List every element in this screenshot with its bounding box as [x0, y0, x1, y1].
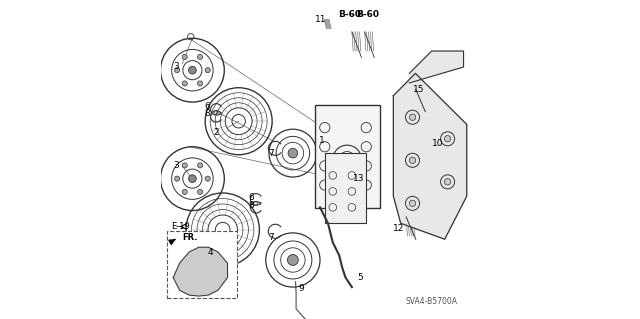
Text: 15: 15 [413, 85, 425, 94]
Text: 11: 11 [316, 15, 326, 24]
Circle shape [175, 68, 180, 73]
Circle shape [444, 179, 451, 185]
Circle shape [189, 175, 196, 182]
Text: 8: 8 [205, 109, 211, 118]
Circle shape [287, 255, 298, 265]
Text: 5: 5 [357, 273, 363, 282]
Text: 1: 1 [319, 136, 324, 145]
Text: 3: 3 [173, 63, 179, 71]
Text: SVA4-B5700A: SVA4-B5700A [406, 297, 458, 306]
Text: 4: 4 [207, 248, 212, 256]
Text: 9: 9 [298, 284, 304, 293]
Text: 8: 8 [248, 201, 253, 210]
Polygon shape [173, 247, 227, 296]
Circle shape [444, 136, 451, 142]
Text: 10: 10 [431, 139, 443, 148]
Bar [324, 153, 366, 223]
Text: 6: 6 [248, 193, 253, 202]
FancyBboxPatch shape [315, 105, 380, 208]
Circle shape [175, 176, 180, 181]
Circle shape [198, 54, 203, 59]
Text: B-60: B-60 [338, 10, 361, 19]
Text: 13: 13 [353, 174, 364, 183]
Circle shape [182, 189, 188, 195]
Bar [167, 231, 237, 298]
Circle shape [205, 176, 211, 181]
Text: 6: 6 [205, 102, 211, 111]
Text: 7: 7 [268, 233, 274, 242]
Polygon shape [394, 73, 467, 239]
Text: 3: 3 [173, 161, 179, 170]
Circle shape [410, 200, 416, 207]
Polygon shape [410, 51, 463, 83]
Circle shape [410, 114, 416, 121]
Circle shape [205, 68, 211, 73]
Circle shape [182, 54, 188, 59]
Circle shape [182, 81, 188, 86]
Circle shape [198, 189, 203, 195]
Circle shape [410, 157, 416, 163]
Text: E-19: E-19 [171, 222, 190, 231]
Circle shape [198, 81, 203, 86]
Text: 2: 2 [214, 128, 219, 137]
Text: FR.: FR. [182, 233, 198, 242]
Circle shape [182, 163, 188, 168]
Circle shape [189, 66, 196, 74]
Circle shape [198, 163, 203, 168]
Text: 7: 7 [268, 149, 274, 158]
Circle shape [288, 148, 298, 158]
Text: B-60: B-60 [356, 10, 379, 19]
Text: 12: 12 [392, 224, 404, 233]
